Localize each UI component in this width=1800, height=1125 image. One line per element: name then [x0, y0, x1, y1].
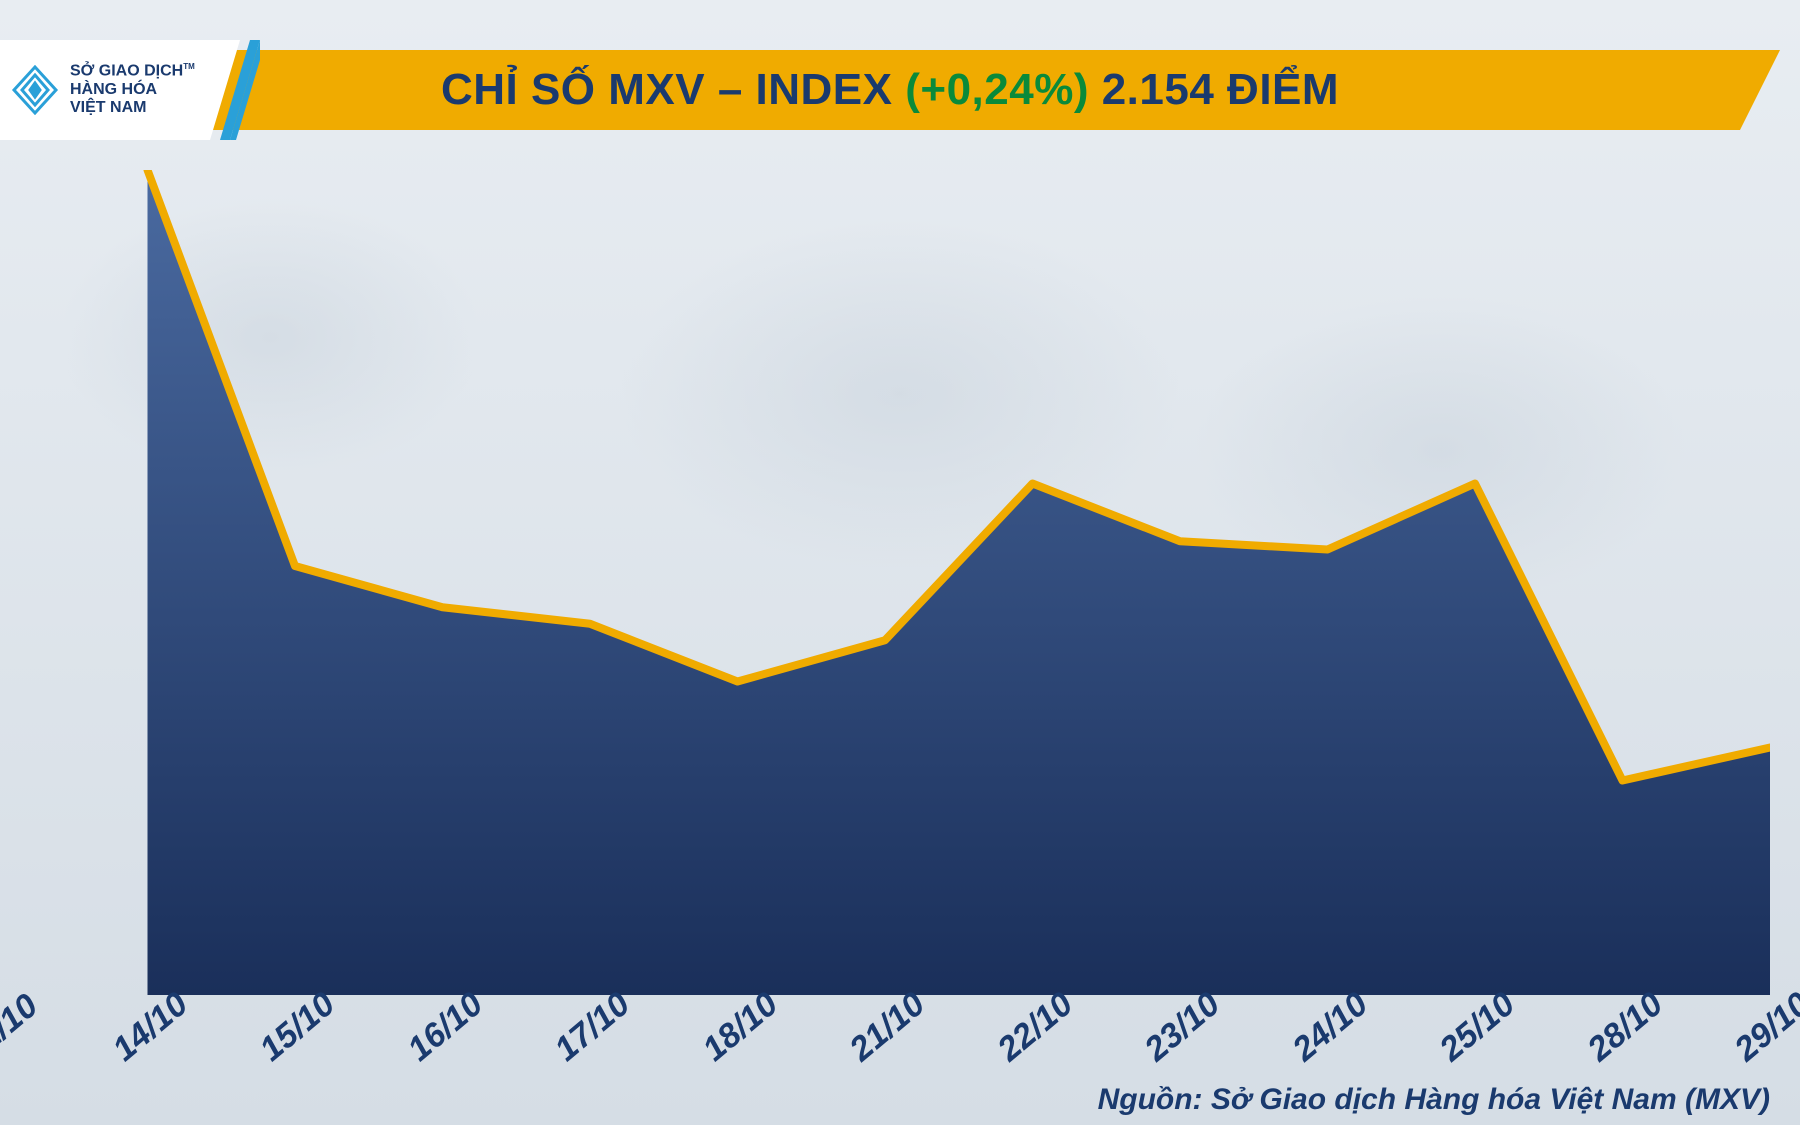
chart-area [0, 170, 1770, 995]
x-label: 16/10 [400, 985, 490, 1070]
logo-tm: TM [183, 62, 195, 71]
x-axis-labels: 11/1014/1015/1016/1017/1018/1021/1022/10… [0, 995, 1770, 1085]
x-label: 21/10 [842, 985, 932, 1070]
x-label: 23/10 [1137, 985, 1227, 1070]
x-label: 28/10 [1580, 985, 1670, 1070]
area-chart [0, 170, 1770, 995]
title-wrap: CHỈ SỐ MXV – INDEX (+0,24%) 2.154 ĐIỂM [0, 50, 1780, 130]
x-label: 11/10 [0, 986, 46, 1069]
logo-box: SỞ GIAO DỊCHTM HÀNG HÓA VIỆT NAM [0, 40, 240, 140]
x-label: 17/10 [547, 985, 637, 1070]
x-label: 15/10 [252, 985, 342, 1070]
title-pct: (+0,24%) [905, 65, 1089, 114]
logo-line2: HÀNG HÓA [70, 81, 157, 98]
logo-text: SỞ GIAO DỊCHTM HÀNG HÓA VIỆT NAM [70, 62, 195, 118]
title-prefix: CHỈ SỐ MXV – INDEX [441, 65, 905, 114]
x-label: 24/10 [1285, 985, 1375, 1070]
source-text: Nguồn: Sở Giao dịch Hàng hóa Việt Nam (M… [1098, 1083, 1770, 1117]
x-label: 18/10 [695, 985, 785, 1070]
x-label: 25/10 [1432, 985, 1522, 1070]
logo-line3: VIỆT NAM [70, 99, 146, 116]
chart-title: CHỈ SỐ MXV – INDEX (+0,24%) 2.154 ĐIỂM [441, 65, 1339, 115]
x-label: 22/10 [990, 985, 1080, 1070]
x-label: 14/10 [105, 985, 195, 1070]
logo-diamond-icon [10, 65, 60, 115]
title-suffix: 2.154 ĐIỂM [1089, 65, 1339, 114]
logo-line1: SỞ GIAO DỊCH [70, 63, 183, 80]
